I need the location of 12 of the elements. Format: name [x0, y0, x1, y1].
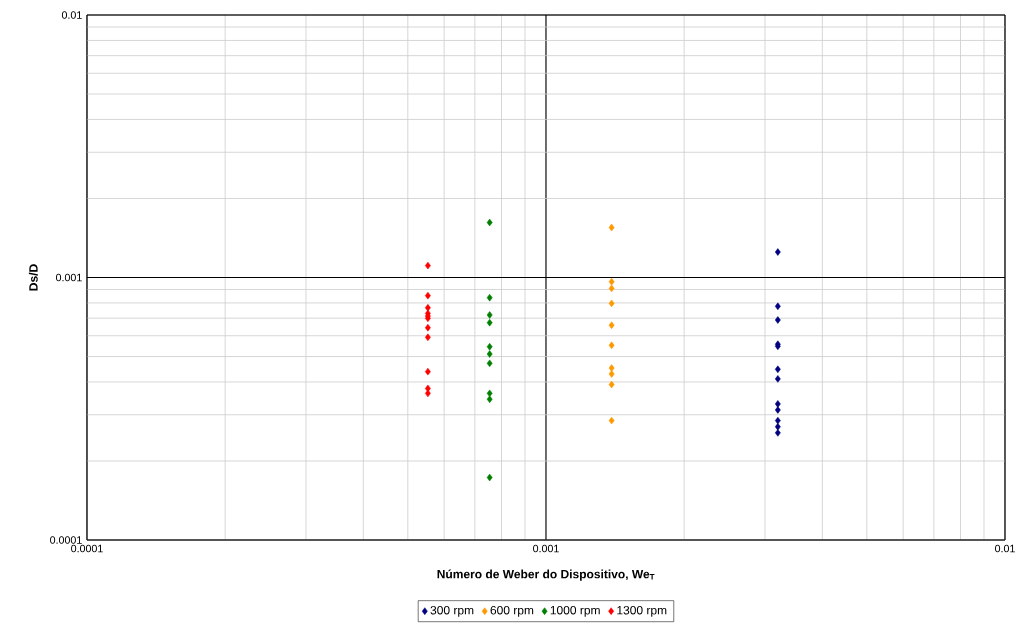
legend-label: 300 rpm — [430, 605, 474, 617]
y-tick-label: 0.01 — [61, 11, 82, 19]
y-tick-label: 0.001 — [55, 273, 82, 282]
x-tick-label: 0.0001 — [71, 544, 103, 553]
x-tick-label: 0.001 — [533, 544, 559, 553]
legend-label: 1000 rpm — [550, 605, 600, 617]
y-tick-label: 0.0001 — [50, 536, 82, 544]
x-tick-label: 0.01 — [995, 544, 1015, 553]
x-axis-title: Número de Weber do Dispositivo, We$_{T}$ — [437, 569, 655, 581]
legend-label: 1300 rpm — [617, 605, 667, 617]
y-axis-title: Ds/D — [28, 264, 38, 291]
legend-label: 600 rpm — [490, 605, 534, 617]
